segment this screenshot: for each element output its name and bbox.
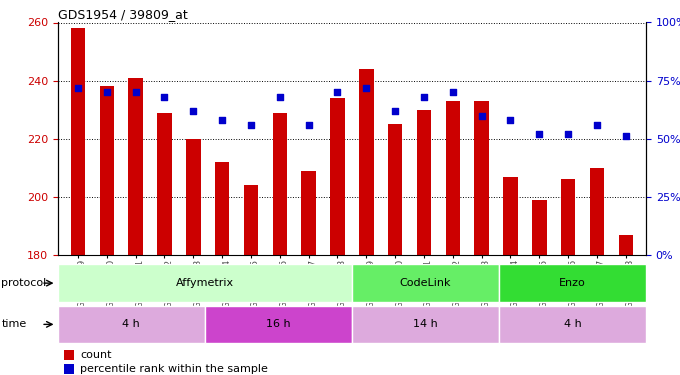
Bar <box>499 306 646 343</box>
Point <box>188 108 199 114</box>
Bar <box>619 235 633 255</box>
Bar <box>499 264 646 302</box>
Text: 16 h: 16 h <box>266 320 290 329</box>
Point <box>390 108 401 114</box>
Point <box>217 117 228 123</box>
Bar <box>58 306 205 343</box>
Bar <box>64 364 74 374</box>
Bar <box>273 112 287 255</box>
Bar <box>352 306 499 343</box>
Text: count: count <box>80 350 112 360</box>
Point <box>101 89 112 95</box>
Bar <box>590 168 605 255</box>
Text: time: time <box>1 320 27 329</box>
Text: percentile rank within the sample: percentile rank within the sample <box>80 364 268 374</box>
Point <box>245 122 256 128</box>
Bar <box>215 162 229 255</box>
Point <box>476 112 487 118</box>
Text: Affymetrix: Affymetrix <box>176 278 234 288</box>
Text: Enzo: Enzo <box>559 278 586 288</box>
Bar <box>388 124 403 255</box>
Text: CodeLink: CodeLink <box>400 278 451 288</box>
Point <box>130 89 141 95</box>
Point <box>534 131 545 137</box>
Text: 4 h: 4 h <box>564 320 581 329</box>
Bar <box>301 171 316 255</box>
Bar <box>330 98 345 255</box>
Bar <box>417 110 431 255</box>
Point <box>505 117 516 123</box>
Point <box>592 122 602 128</box>
Bar <box>503 177 517 255</box>
Point <box>447 89 458 95</box>
Bar <box>445 101 460 255</box>
Point <box>620 134 631 140</box>
Point <box>73 85 84 91</box>
Bar <box>352 264 499 302</box>
Text: protocol: protocol <box>1 278 47 288</box>
Point <box>303 122 314 128</box>
Point <box>274 94 285 100</box>
Bar <box>157 112 171 255</box>
Bar <box>186 139 201 255</box>
Point <box>159 94 170 100</box>
Bar <box>71 28 85 255</box>
Text: GDS1954 / 39809_at: GDS1954 / 39809_at <box>58 8 188 21</box>
Bar <box>359 69 373 255</box>
Bar <box>243 185 258 255</box>
Bar <box>99 87 114 255</box>
Bar <box>532 200 547 255</box>
Text: 14 h: 14 h <box>413 320 438 329</box>
Bar <box>561 180 575 255</box>
Bar <box>64 350 74 360</box>
Text: 4 h: 4 h <box>122 320 140 329</box>
Point <box>419 94 430 100</box>
Bar <box>129 78 143 255</box>
Bar <box>205 306 352 343</box>
Bar <box>475 101 489 255</box>
Point <box>563 131 574 137</box>
Bar <box>58 264 352 302</box>
Point <box>332 89 343 95</box>
Point <box>361 85 372 91</box>
